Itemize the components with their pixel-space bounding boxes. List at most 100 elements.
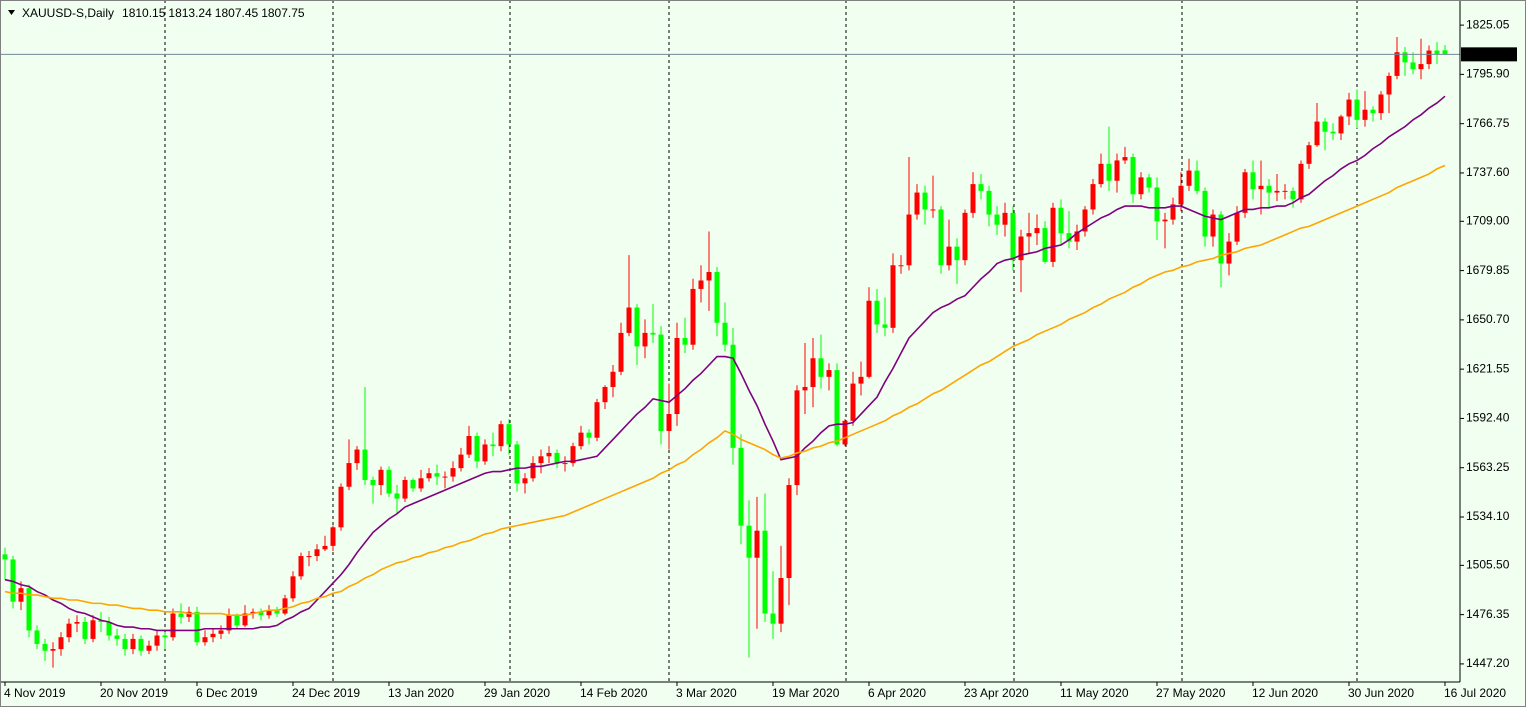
candle-body	[1298, 163, 1304, 200]
candle-body	[1322, 121, 1328, 132]
candle-body	[442, 476, 448, 478]
candle-body	[762, 530, 768, 614]
x-tick-label: 19 Mar 2020	[772, 686, 840, 700]
candle-body	[1354, 99, 1360, 120]
header-open: 1810.15	[122, 6, 166, 20]
candle-body	[498, 424, 504, 447]
candle-body	[922, 192, 928, 210]
y-tick-label: 1650.70	[1466, 312, 1510, 326]
candle-body	[1314, 121, 1320, 146]
candle-body	[682, 337, 688, 345]
candle-body	[882, 324, 888, 328]
candle-body	[234, 615, 240, 626]
candle-body	[858, 376, 864, 384]
candle-body	[162, 635, 168, 638]
header-low: 1807.45	[215, 6, 259, 20]
symbol-title: XAUUSD-S,Daily	[22, 6, 114, 20]
candle-body	[450, 468, 456, 477]
candle-body	[898, 265, 904, 267]
moving-average-line	[4, 95, 1446, 632]
candle-body	[50, 649, 56, 651]
candle-body	[1386, 75, 1392, 95]
candle-body	[1098, 163, 1104, 185]
y-tick-label: 1505.50	[1466, 558, 1510, 572]
x-tick-label: 29 Jan 2020	[484, 686, 550, 700]
candle-body	[154, 635, 160, 646]
header-close: 1807.75	[261, 6, 305, 20]
candle-body	[1010, 212, 1016, 261]
candle-body	[914, 192, 920, 215]
x-tick-label: 6 Dec 2019	[196, 686, 258, 700]
y-tick-label: 1737.60	[1466, 165, 1510, 179]
candle-body	[482, 444, 488, 462]
candle-body	[114, 635, 120, 639]
candle-body	[986, 190, 992, 215]
candle-body	[930, 209, 936, 211]
candle-body	[906, 214, 912, 266]
candle-body	[1154, 187, 1160, 222]
candle-body	[802, 386, 808, 391]
candle-body	[1426, 50, 1432, 65]
candle-body	[818, 358, 824, 377]
y-tick-label: 1679.85	[1466, 263, 1510, 277]
candle-body	[978, 184, 984, 191]
candle-body	[1258, 185, 1264, 190]
candle-body	[10, 559, 16, 602]
candle-body	[1034, 228, 1040, 234]
candle-body	[586, 432, 592, 438]
candle-body	[626, 307, 632, 333]
y-tick-label: 1534.10	[1466, 509, 1510, 523]
candle-body	[842, 420, 848, 445]
candle-body	[1306, 145, 1312, 164]
candle-body	[786, 485, 792, 579]
candle-body	[1050, 207, 1056, 262]
candle-body	[1370, 109, 1376, 114]
candle-body	[778, 578, 784, 624]
header-high: 1813.24	[168, 6, 212, 20]
candle-body	[1042, 228, 1048, 262]
candle-body	[1090, 184, 1096, 210]
candle-body	[874, 300, 880, 325]
candle-body	[714, 272, 720, 323]
candle-body	[226, 615, 232, 631]
candle-body	[250, 611, 256, 614]
candle-body	[1002, 212, 1008, 225]
candle-body	[730, 344, 736, 448]
candle-body	[1402, 52, 1408, 63]
candle-body	[346, 463, 352, 487]
candle-body	[1250, 172, 1256, 190]
y-tick-label: 1709.00	[1466, 213, 1510, 227]
candle-body	[850, 383, 856, 421]
candle-body	[410, 479, 416, 489]
candle-body	[890, 265, 896, 328]
candle-body	[1058, 207, 1064, 234]
candle-body	[210, 633, 216, 638]
chart-header: XAUUSD-S,Daily 1810.15 1813.24 1807.45 1807.…	[22, 6, 305, 20]
candle-body	[66, 623, 72, 638]
candle-body	[578, 432, 584, 447]
candle-body	[1202, 190, 1208, 237]
candle-body	[674, 337, 680, 415]
candle-body	[1442, 50, 1448, 55]
candle-body	[218, 630, 224, 634]
collapse-triangle[interactable]	[8, 10, 15, 15]
candle-body	[938, 209, 944, 266]
candle-body	[18, 588, 24, 602]
current-price-label: 1807.75	[1465, 47, 1509, 61]
x-tick-label: 30 Jun 2020	[1348, 686, 1414, 700]
candle-body	[194, 611, 200, 643]
candle-body	[242, 613, 248, 626]
current-price-box	[1461, 47, 1517, 62]
candle-body	[794, 390, 800, 486]
candle-body	[402, 479, 408, 499]
x-tick-label: 24 Dec 2019	[292, 686, 360, 700]
candle-body	[970, 184, 976, 213]
candle-body	[994, 214, 1000, 225]
candle-body	[58, 637, 64, 650]
candle-body	[1218, 214, 1224, 264]
candle-body	[314, 549, 320, 557]
candle-body	[1290, 190, 1296, 200]
candle-body	[282, 598, 288, 614]
candle-body	[770, 613, 776, 624]
